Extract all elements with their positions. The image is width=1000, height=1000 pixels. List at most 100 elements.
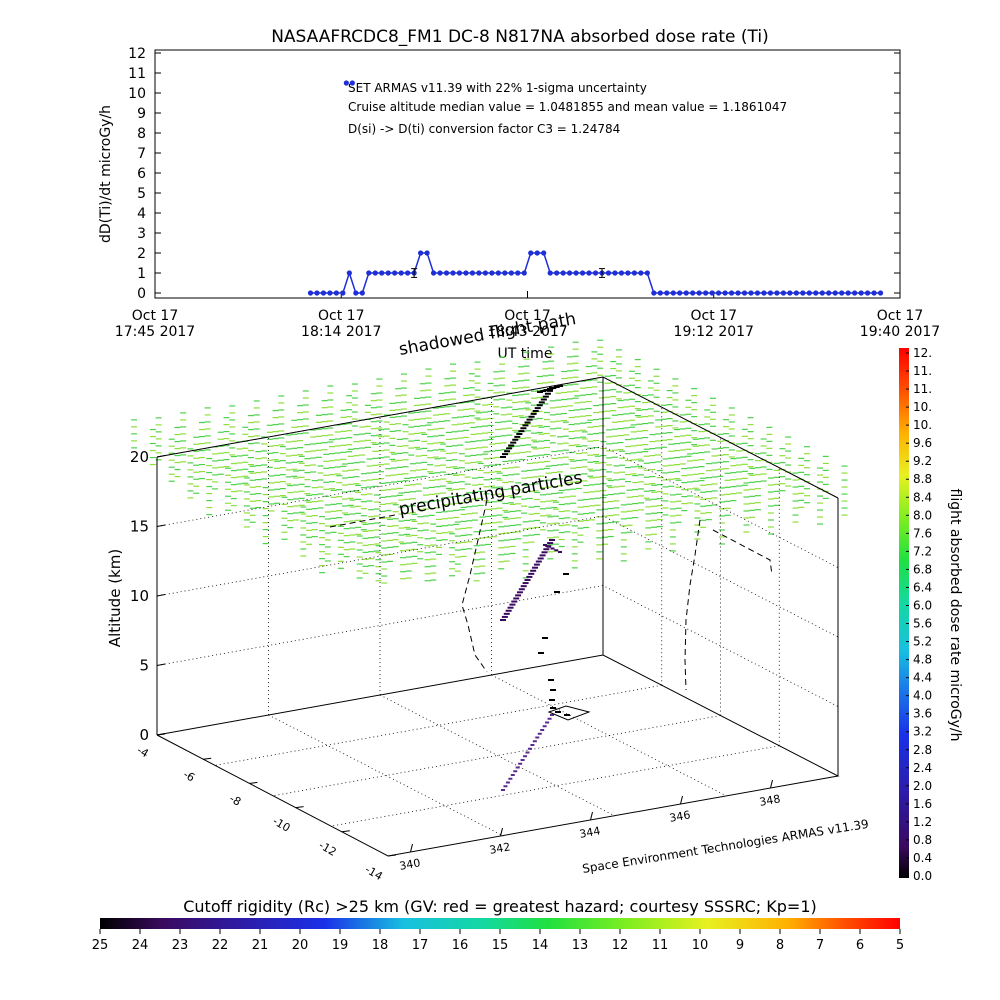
flight-3d-plot: 0 5 10 15 20 Altitude (km) -4 -6 -8 -10 -12 -14 3… [106,309,870,883]
data-point [819,290,825,296]
longitude-tick-label: 340 [398,856,421,872]
rigidity-colorbar-tick-label: 8 [776,938,784,953]
dose-colorbar-tick-label: 5.6 [913,617,932,631]
altitude-tick-label: 20 [130,448,149,466]
dose-colorbar-tick-label: 11. [913,382,932,396]
data-point [592,270,599,276]
latitude-tick-label: -6 [181,768,197,785]
data-point [366,270,372,276]
data-point [845,290,851,296]
latitude-tick-label: -10 [270,814,292,834]
annotation-2: Cruise altitude median value = 1.0481855… [348,100,787,114]
rigidity-colorbar-tick-label: 17 [412,938,429,953]
altitude-gridline [156,515,839,638]
data-point [741,290,748,296]
data-point [398,270,404,276]
rigidity-colorbar-tick-label: 7 [816,938,824,953]
data-point [806,290,812,296]
dose-colorbar-tick-label: 2.0 [913,779,932,793]
data-point [418,250,424,256]
data-point [508,270,514,276]
rigidity-colorbar-tick-label: 5 [896,938,904,953]
latitude-tick [387,854,397,857]
data-point [463,270,469,276]
rigidity-colorbar-tick-label: 19 [332,938,349,953]
data-point [618,270,625,276]
x-tick-label-date: Oct 17 [318,308,364,324]
rigidity-colorbar-ticks: 25 24 23 22 21 20 19 18 17 16 15 14 13 12 11 10 9 8 7 6 5 [92,929,904,953]
floor-gridline [268,714,504,837]
floor-gridline [491,674,727,797]
data-point [625,270,631,276]
data-point [469,270,476,276]
dose-colorbar-tick-label: 7.2 [913,544,932,558]
data-point [813,290,819,296]
outlier-point [349,80,355,86]
dose-colorbar-tick-label: 3.2 [913,725,932,739]
rigidity-colorbar-tick-label: 13 [572,938,589,953]
longitude-tick [680,795,683,805]
data-point [502,270,508,276]
dose-colorbar-tick-label: 4.0 [913,689,932,703]
data-point [865,290,871,296]
data-point [320,290,327,296]
data-point [379,270,385,276]
y-tick-label: 12 [128,46,146,62]
longitude-tick [410,843,413,853]
data-point [644,270,650,276]
altitude-tick [156,455,166,458]
x-tick-label-time: 18:14 2017 [301,324,381,340]
x-tick-label-date: Oct 17 [504,308,550,324]
latitude-tick-label: -8 [227,792,243,809]
floor-gridline [379,694,616,817]
data-point [696,290,702,296]
precipitating-particle-field [131,339,848,584]
x-tick-label-time: 17:45 2017 [115,324,195,340]
data-point [793,290,799,296]
dose-colorbar-tick-label: 10. [913,400,932,414]
dose-colorbar-tick-label: 1.2 [913,815,932,829]
y-tick-label: 9 [137,106,146,122]
data-point [800,290,806,296]
data-point [430,270,437,276]
data-point [340,290,346,296]
x-axis-label: UT time [498,346,553,362]
data-point [690,290,696,296]
particles-label-dash [329,514,396,528]
y-tick-label: 7 [137,146,146,162]
shadow-paths [461,499,773,691]
rigidity-colorbar-title: Cutoff rigidity (Rc) >25 km (GV: red = g… [183,897,817,916]
dose-colorbar-tick-label: 9.2 [913,454,932,468]
data-point [482,270,488,276]
data-point [761,290,767,296]
data-point [832,290,838,296]
data-point [852,290,858,296]
data-point [353,290,359,296]
rigidity-colorbar-tick-label: 6 [856,938,864,953]
dose-colorbar-tick-label: 4.4 [913,671,932,685]
dose-colorbar-tick-label: 0.8 [913,833,932,847]
data-point [787,290,793,296]
y-tick-label: 10 [128,86,146,102]
data-point [683,290,689,296]
data-point [495,270,501,276]
rigidity-colorbar-tick-label: 25 [92,938,109,953]
data-point [722,290,728,296]
y-tick-label: 1 [137,266,146,282]
latitude-tick [249,781,258,784]
data-point [547,270,553,276]
latitude-tick-label: -12 [317,839,339,859]
data-point [534,250,540,256]
longitude-tick [500,827,503,837]
data-point [567,270,573,276]
longitude-tick [590,811,593,821]
dose-rate-series [307,80,884,296]
y-tick-label: 3 [137,226,146,242]
data-point [327,290,333,296]
dose-colorbar-gradient [899,348,909,878]
longitude-tick-label: 346 [668,808,691,824]
rigidity-colorbar: Cutoff rigidity (Rc) >25 km (GV: red = g… [92,897,904,953]
data-point [372,270,378,276]
